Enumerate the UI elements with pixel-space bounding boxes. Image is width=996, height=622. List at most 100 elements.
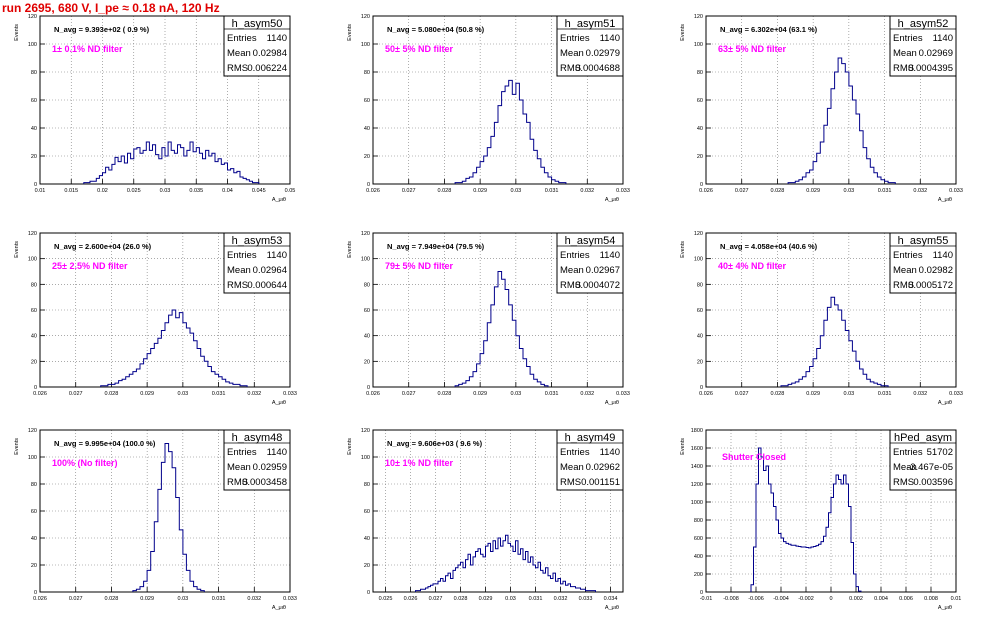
x-tick-label: 0.03: [510, 188, 521, 194]
filter-note: 1± 0.1% ND filter: [52, 44, 123, 54]
stats-value: 0.006224: [247, 63, 287, 74]
histogram-name: h_asym52: [898, 18, 949, 30]
x-axis-title: A_μιθ: [605, 605, 619, 611]
y-tick-label: 120: [694, 14, 703, 20]
y-tick-label: 40: [31, 334, 37, 340]
y-tick-label: 40: [364, 126, 370, 132]
x-tick-label: 0.03: [843, 391, 854, 397]
y-tick-label: 1600: [691, 446, 703, 452]
stats-value: 0.001151: [581, 477, 620, 488]
y-tick-label: 400: [694, 554, 703, 560]
y-tick-label: 100: [694, 257, 703, 263]
x-tick-label: 0.028: [771, 391, 785, 397]
stats-label: Mean: [227, 462, 251, 473]
x-tick-label: -0.002: [798, 596, 814, 602]
y-tick-label: 100: [28, 455, 37, 461]
stats-label: RMS: [227, 477, 248, 488]
y-tick-label: 0: [34, 590, 37, 596]
x-tick-label: 0.03: [160, 188, 171, 194]
stats-label: RMS: [560, 63, 581, 74]
histogram-panel-h_asym53: 0.026 0.027 0.028 0.029 0.03 0.031 0.032 0.033 0…: [14, 231, 297, 406]
x-tick-label: 0.029: [479, 596, 493, 602]
y-tick-label: 100: [28, 42, 37, 48]
x-tick-label: 0.032: [247, 596, 261, 602]
x-tick-label: 0.025: [127, 188, 141, 194]
y-tick-label: 60: [364, 509, 370, 515]
stats-label: RMS: [893, 280, 914, 291]
histogram-name: h_asym51: [565, 18, 616, 30]
x-axis-title: A_μιθ: [605, 197, 619, 203]
x-tick-label: 0.026: [699, 188, 713, 194]
x-tick-label: 0.026: [366, 391, 380, 397]
y-tick-label: 40: [364, 334, 370, 340]
histogram-name: h_asym54: [565, 235, 616, 247]
x-tick-label: 0.032: [913, 188, 927, 194]
histogram-panel-h_asym49: 0.025 0.026 0.027 0.028 0.029 0.03 0.031 0.032 0…: [347, 428, 624, 611]
y-tick-label: 20: [31, 563, 37, 569]
stats-label: Mean: [227, 265, 251, 276]
navg-label: N_avg = 9.995e+04 (100.0 %): [54, 439, 156, 448]
x-tick-label: 0.033: [949, 188, 963, 194]
x-tick-label: 0.03: [177, 391, 188, 397]
histogram-bars: [100, 309, 248, 387]
x-tick-label: 0.031: [878, 391, 892, 397]
y-tick-label: 0: [367, 385, 370, 391]
navg-label: N_avg = 4.058e+04 (40.6 %): [720, 242, 818, 251]
x-tick-label: 0.031: [212, 596, 226, 602]
y-tick-label: 40: [364, 536, 370, 542]
y-tick-label: 40: [31, 126, 37, 132]
filter-note: 10± 1% ND filter: [385, 458, 453, 468]
x-tick-label: 0.028: [771, 188, 785, 194]
x-tick-label: 0.031: [529, 596, 543, 602]
x-axis-title: A_μιθ: [272, 197, 286, 203]
y-axis-title: Events: [14, 241, 20, 258]
stats-label: Entries: [560, 33, 590, 44]
stats-value: 0.02967: [586, 265, 620, 276]
y-tick-label: 100: [361, 257, 370, 263]
y-tick-label: 0: [367, 590, 370, 596]
stats-value: 0.02969: [919, 48, 953, 59]
y-axis-title: Events: [14, 438, 20, 455]
navg-label: N_avg = 5.080e+04 (50.8 %): [387, 25, 485, 34]
x-tick-label: 0.027: [402, 391, 416, 397]
y-tick-label: 80: [697, 70, 703, 76]
stats-value: 0.02959: [253, 462, 287, 473]
x-tick-label: 0.028: [438, 391, 452, 397]
x-tick-label: 0.027: [69, 391, 83, 397]
x-tick-label: 0.032: [580, 391, 594, 397]
stats-label: Entries: [560, 250, 590, 261]
stats-value: -3.467e-05: [907, 462, 953, 473]
y-tick-label: 0: [34, 182, 37, 188]
stats-box: [889, 232, 957, 294]
x-tick-label: 0.029: [140, 391, 154, 397]
x-tick-label: -0.01: [700, 596, 713, 602]
stats-label: RMS: [560, 280, 581, 291]
x-tick-label: 0.027: [402, 188, 416, 194]
y-tick-label: 120: [361, 14, 370, 20]
x-axis-title: A_μιθ: [938, 400, 952, 406]
histogram-bars: [780, 296, 889, 387]
x-tick-label: 0.03: [843, 188, 854, 194]
y-tick-label: 80: [364, 282, 370, 288]
y-tick-label: 20: [31, 154, 37, 160]
navg-label: N_avg = 9.606e+03 ( 9.6 %): [387, 439, 483, 448]
y-tick-label: 20: [364, 359, 370, 365]
x-axis-title: A_μιθ: [938, 197, 952, 203]
x-tick-label: -0.008: [723, 596, 739, 602]
stats-box: [223, 429, 291, 491]
x-tick-label: 0.033: [283, 596, 297, 602]
x-tick-label: 0.03: [505, 596, 516, 602]
stats-label: Mean: [893, 462, 917, 473]
histogram-panel-h_asym55: 0.026 0.027 0.028 0.029 0.03 0.031 0.032 0.033 0…: [680, 231, 963, 406]
x-tick-label: 0.035: [189, 188, 203, 194]
y-tick-label: 100: [694, 42, 703, 48]
x-tick-label: 0.027: [69, 596, 83, 602]
x-tick-label: 0.03: [177, 596, 188, 602]
y-axis-title: Events: [347, 241, 353, 258]
histogram-panel-h_asym48: 0.026 0.027 0.028 0.029 0.03 0.031 0.032 0.033 0…: [14, 428, 297, 611]
histogram-name: h_asym48: [232, 432, 283, 444]
histogram-bars: [83, 141, 260, 184]
stats-label: Mean: [560, 48, 584, 59]
stats-label: Mean: [560, 462, 584, 473]
filter-note: 100% (No filter): [52, 458, 118, 468]
